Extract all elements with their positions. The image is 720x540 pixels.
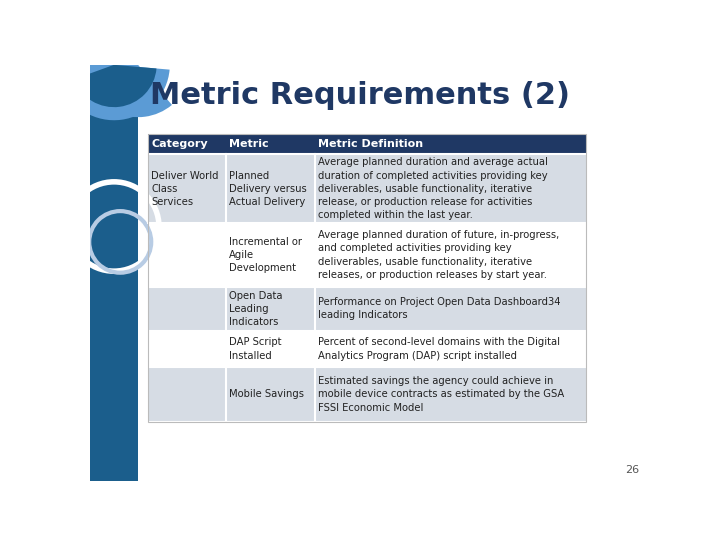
Bar <box>90 65 138 481</box>
Text: Incremental or
Agile
Development: Incremental or Agile Development <box>229 237 302 273</box>
Bar <box>148 367 586 422</box>
Text: Performance on Project Open Data Dashboard34
leading Indicators: Performance on Project Open Data Dashboa… <box>318 298 560 320</box>
Text: Metric: Metric <box>229 139 269 149</box>
Wedge shape <box>74 65 156 107</box>
Bar <box>148 331 586 367</box>
Text: Metric Requirements (2): Metric Requirements (2) <box>150 81 570 110</box>
Text: Metric Definition: Metric Definition <box>318 139 423 149</box>
Text: Open Data
Leading
Indicators: Open Data Leading Indicators <box>229 291 282 327</box>
Text: Percent of second-level domains with the Digital
Analytics Program (DAP) script : Percent of second-level domains with the… <box>318 338 560 361</box>
Text: Category: Category <box>151 139 208 149</box>
Text: Estimated savings the agency could achieve in
mobile device contracts as estimat: Estimated savings the agency could achie… <box>318 376 564 413</box>
Text: Average planned duration of future, in-progress,
and completed activities provid: Average planned duration of future, in-p… <box>318 230 559 280</box>
Text: Mobile Savings: Mobile Savings <box>229 389 304 400</box>
Text: 26: 26 <box>626 465 639 475</box>
Bar <box>148 134 586 154</box>
Text: Planned
Delivery versus
Actual Delivery: Planned Delivery versus Actual Delivery <box>229 171 307 207</box>
Text: Average planned duration and average actual
duration of completed activities pro: Average planned duration and average act… <box>318 157 548 220</box>
Bar <box>148 134 586 422</box>
Text: DAP Script
Installed: DAP Script Installed <box>229 338 282 361</box>
Wedge shape <box>86 65 172 117</box>
Text: Deliver World
Class
Services: Deliver World Class Services <box>151 171 219 207</box>
Wedge shape <box>62 65 170 120</box>
Bar <box>148 224 586 287</box>
Bar <box>148 287 586 331</box>
Bar <box>148 154 586 224</box>
